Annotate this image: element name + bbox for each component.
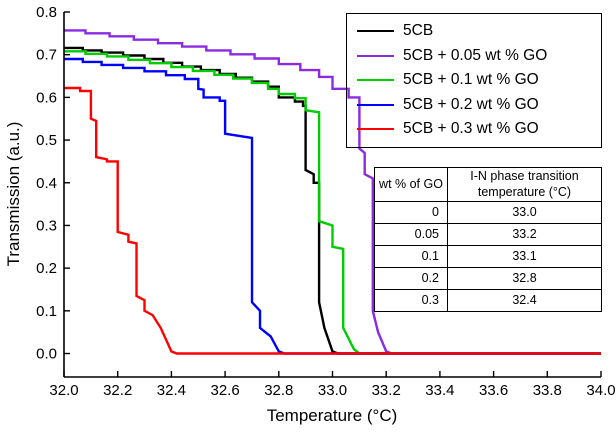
- x-axis-title: Temperature (°C): [267, 406, 398, 425]
- table-row: 0.2 32.8: [374, 267, 602, 291]
- cell-wt-go: 0.1: [374, 245, 448, 269]
- phase-transition-table: wt % of GO I-N phase transition temperat…: [374, 166, 602, 313]
- series-layer: [64, 29, 601, 355]
- y-tick-label: 0.7: [36, 47, 57, 64]
- axes-layer: 32.0 32.2 32.4 32.6 32.8 33.0 33.2 33.4 33.6 33.8…: [36, 4, 615, 399]
- x-tick-label: 33.8: [533, 382, 562, 399]
- legend-line-swatch: [357, 30, 394, 33]
- table-header-row: wt % of GO I-N phase transition temperat…: [374, 166, 602, 203]
- table-row: 0 33.0: [374, 201, 602, 225]
- legend-line-swatch: [357, 128, 394, 131]
- legend-item-3: 5CB + 0.2 wt % GO: [357, 93, 591, 118]
- y-tick-label: 0.3: [36, 217, 57, 234]
- legend-line-swatch: [357, 54, 394, 57]
- x-tick-label: 32.4: [157, 382, 186, 399]
- y-tick-label: 0.5: [36, 132, 57, 149]
- series-line-2: [64, 50, 601, 355]
- x-tick-label: 32.8: [264, 382, 293, 399]
- legend-line-swatch: [357, 103, 394, 106]
- x-tick-label: 32.0: [49, 382, 78, 399]
- y-tick-label: 0.8: [36, 4, 57, 21]
- legend-label: 5CB + 0.3 wt % GO: [403, 120, 539, 138]
- y-tick-label: 0.0: [36, 346, 57, 363]
- table-row: 0.3 32.4: [374, 289, 602, 313]
- cell-transition-temp: 33.2: [447, 223, 602, 247]
- cell-wt-go: 0.2: [374, 267, 448, 291]
- legend-line-swatch: [357, 79, 394, 82]
- cell-wt-go: 0: [374, 201, 448, 225]
- table-row: 0.05 33.2: [374, 223, 602, 247]
- x-tick-label: 34.0: [586, 382, 615, 399]
- legend-item-0: 5CB: [357, 19, 591, 44]
- y-tick-label: 0.4: [36, 175, 57, 192]
- series-line-1: [64, 29, 601, 355]
- cell-transition-temp: 33.0: [447, 201, 602, 225]
- y-tick-label: 0.1: [36, 303, 57, 320]
- x-tick-label: 33.2: [372, 382, 401, 399]
- x-tick-label: 32.6: [210, 382, 239, 399]
- legend-item-2: 5CB + 0.1 wt % GO: [357, 68, 591, 93]
- cell-wt-go: 0.05: [374, 223, 448, 247]
- y-axis-title: Transmission (a.u.): [4, 122, 23, 267]
- x-tick-label: 33.6: [479, 382, 508, 399]
- table-row: 0.1 33.1: [374, 245, 602, 269]
- x-tick-label: 33.0: [318, 382, 347, 399]
- y-tick-label: 0.2: [36, 260, 57, 277]
- legend-label: 5CB + 0.05 wt % GO: [403, 46, 548, 64]
- legend-label: 5CB + 0.2 wt % GO: [403, 95, 539, 113]
- x-tick-label: 33.4: [425, 382, 454, 399]
- legend-label: 5CB + 0.1 wt % GO: [403, 71, 539, 89]
- table-header-wt-go: wt % of GO: [374, 166, 448, 203]
- cell-wt-go: 0.3: [374, 289, 448, 313]
- x-tick-label: 32.2: [103, 382, 132, 399]
- series-line-3: [64, 57, 601, 355]
- cell-transition-temp: 32.8: [447, 267, 602, 291]
- y-tick-label: 0.6: [36, 89, 57, 106]
- cell-transition-temp: 33.1: [447, 245, 602, 269]
- legend-box: 5CB 5CB + 0.05 wt % GO 5CB + 0.1 wt % GO 5C…: [346, 13, 602, 148]
- cell-transition-temp: 32.4: [447, 289, 602, 313]
- series-line-4: [64, 86, 601, 355]
- legend-label: 5CB: [403, 22, 434, 40]
- legend-item-1: 5CB + 0.05 wt % GO: [357, 44, 591, 69]
- table-header-transition-temp: I-N phase transition temperature (°C): [447, 166, 602, 203]
- legend-item-4: 5CB + 0.3 wt % GO: [357, 117, 591, 142]
